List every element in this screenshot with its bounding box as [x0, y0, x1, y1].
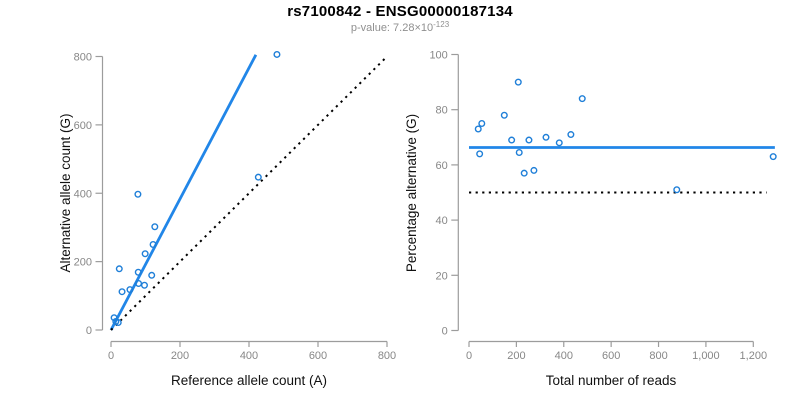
x-tick-label: 200 — [507, 350, 525, 362]
data-point — [520, 169, 528, 177]
x-tick-label: 800 — [378, 350, 396, 362]
y-tick-label: 0 — [86, 325, 92, 337]
data-point — [508, 136, 516, 144]
data-point — [126, 286, 134, 294]
x-axis-title: Reference allele count (A) — [171, 373, 327, 388]
y-tick-label: 40 — [436, 215, 448, 227]
x-axis-title: Total number of reads — [546, 373, 677, 388]
right-scatter-plot: 0 20 40 60 80 100 0 200 400 600 800 1,000 1,200 Total… — [404, 50, 777, 388]
data-point — [515, 148, 523, 156]
data-point — [474, 125, 482, 133]
y-tick-label: 600 — [74, 120, 92, 132]
data-point — [114, 318, 122, 326]
data-point — [476, 150, 484, 158]
x-tick-label: 400 — [555, 350, 573, 362]
y-tick-label: 0 — [442, 326, 448, 338]
data-point — [525, 136, 533, 144]
left-scatter-plot: 0 200 400 600 800 0 200 400 600 800 Reference alle… — [58, 50, 396, 388]
y-tick-label: 20 — [436, 270, 448, 282]
pvalue-text: p-value: 7.28×10 — [350, 22, 434, 34]
data-point — [567, 131, 575, 139]
data-point — [118, 288, 126, 296]
y-axis-title: Percentage alternative (G) — [404, 114, 419, 272]
x-tick-label: 0 — [108, 350, 114, 362]
y-tick-label: 100 — [429, 50, 447, 62]
x-tick-label: 600 — [602, 350, 620, 362]
figure-title: rs7100842 - ENSG00000187134 — [287, 3, 513, 20]
data-point — [148, 271, 156, 279]
y-axis-title: Alternative allele count (G) — [58, 113, 73, 272]
y-tick-label: 80 — [436, 105, 448, 117]
y-tick-label: 400 — [74, 188, 92, 200]
data-point — [273, 50, 281, 58]
data-point — [555, 139, 563, 147]
data-point — [578, 95, 586, 103]
y-tick-label: 200 — [74, 257, 92, 269]
x-tick-label: 600 — [309, 350, 327, 362]
data-point — [769, 153, 777, 161]
data-point — [542, 133, 550, 141]
data-point — [500, 111, 508, 119]
data-point — [134, 268, 142, 276]
x-tick-label: 1,200 — [740, 350, 768, 362]
data-point — [135, 280, 143, 288]
figure-subtitle: p-value: 7.28×10-123 — [0, 20, 800, 34]
data-point — [140, 281, 148, 289]
identity-line — [110, 56, 387, 331]
y-tick-label: 800 — [74, 52, 92, 64]
regression-line — [109, 54, 258, 331]
x-tick-label: 400 — [240, 350, 258, 362]
x-tick-label: 800 — [649, 350, 667, 362]
data-point — [478, 119, 486, 127]
pvalue-exponent: -123 — [433, 20, 450, 29]
x-tick-label: 0 — [466, 350, 472, 362]
data-point — [514, 78, 522, 86]
data-point — [254, 173, 262, 181]
x-tick-label: 1,000 — [692, 350, 720, 362]
data-point — [530, 166, 538, 174]
data-point — [673, 186, 681, 194]
data-point — [115, 265, 123, 273]
data-point — [141, 250, 149, 258]
data-point — [151, 223, 159, 231]
data-point — [149, 241, 157, 249]
x-tick-label: 200 — [171, 350, 189, 362]
data-point — [110, 314, 118, 322]
data-point — [134, 190, 142, 198]
y-tick-label: 60 — [436, 160, 448, 172]
